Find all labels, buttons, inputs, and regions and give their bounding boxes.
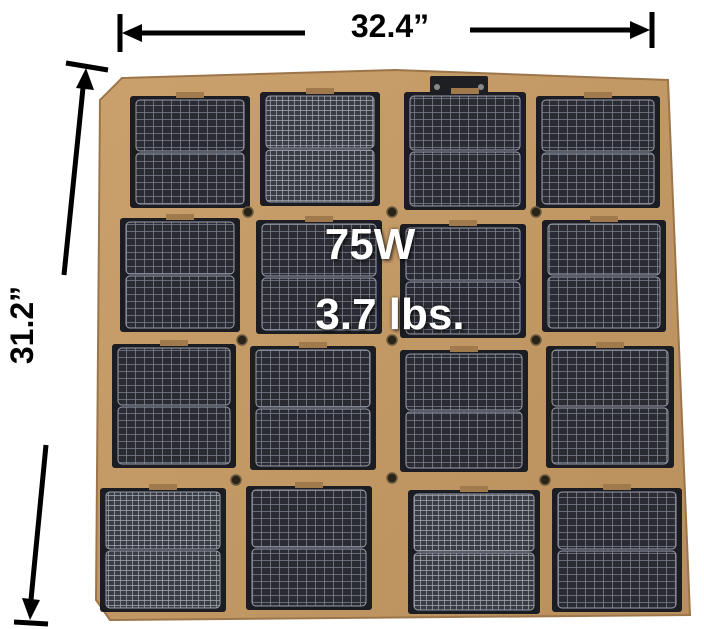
height-dimension-label: 31.2” bbox=[4, 285, 40, 365]
grommet bbox=[386, 206, 398, 218]
solar-cell-panel bbox=[400, 220, 526, 338]
width-dimension-arrow bbox=[117, 12, 655, 52]
solar-cell-panel bbox=[542, 216, 666, 332]
solar-cell-panel bbox=[100, 484, 226, 612]
width-dimension-label: 32.4” bbox=[350, 8, 430, 44]
grommet bbox=[539, 474, 551, 486]
solar-cell-grid bbox=[100, 88, 682, 614]
solar-cell-panel bbox=[250, 342, 376, 470]
grommets bbox=[230, 206, 551, 486]
grommet bbox=[236, 334, 248, 346]
solar-cell-panel bbox=[552, 484, 682, 612]
solar-cell-panel bbox=[246, 482, 372, 610]
solar-cell-panel bbox=[546, 342, 674, 468]
solar-cell-panel bbox=[400, 346, 528, 472]
grommet bbox=[242, 206, 254, 218]
solar-cell-panel bbox=[408, 486, 540, 614]
solar-cell-panel bbox=[130, 92, 250, 208]
solar-cell-panel bbox=[256, 216, 382, 334]
grommet bbox=[386, 334, 398, 346]
solar-cell-panel bbox=[536, 92, 660, 208]
power-rating-label: 75W bbox=[324, 220, 416, 269]
height-dimension-arrow bbox=[13, 60, 109, 627]
solar-cell-panel bbox=[404, 88, 526, 210]
grommet bbox=[230, 474, 242, 486]
solar-cell-panel bbox=[260, 88, 380, 206]
grommet bbox=[530, 206, 542, 218]
weight-label: 3.7 lbs. bbox=[315, 290, 465, 339]
solar-cell-panel bbox=[112, 340, 236, 468]
grommet bbox=[386, 472, 398, 484]
solar-cell-panel bbox=[120, 214, 240, 332]
grommet bbox=[530, 334, 542, 346]
